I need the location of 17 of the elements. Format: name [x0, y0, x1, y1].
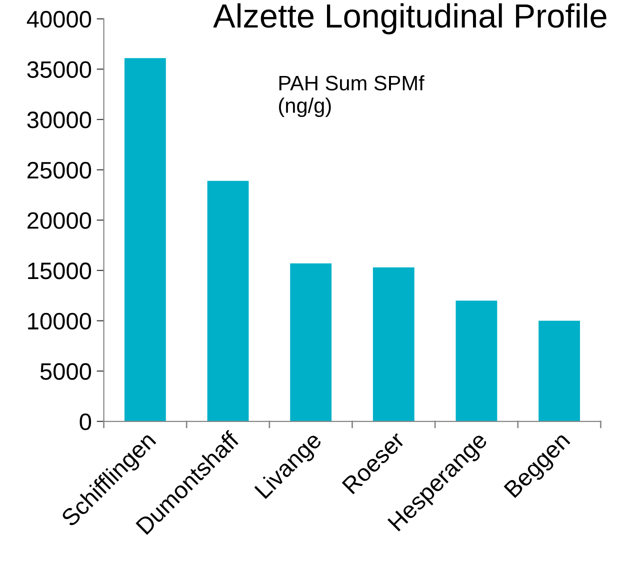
bar — [124, 58, 166, 422]
y-tick-label: 20000 — [28, 212, 92, 229]
bar — [456, 300, 498, 422]
y-tick-label: 25000 — [28, 162, 92, 179]
bar — [207, 180, 249, 422]
y-tick-label: 5000 — [40, 363, 92, 380]
y-tick-label: 15000 — [28, 262, 92, 280]
chart-title: Alzette Longitudinal Profile — [213, 3, 606, 34]
y-tick-label: 35000 — [27, 61, 92, 78]
y-tick-label: 40000 — [26, 10, 92, 28]
y-tick-label: 0 — [80, 413, 92, 430]
bar — [538, 320, 580, 422]
bar — [290, 263, 332, 422]
bar — [372, 267, 414, 422]
y-tick-label: 30000 — [27, 112, 92, 128]
y-tick-label: 10000 — [28, 312, 92, 330]
annotation: PAH Sum SPMf (ng/g) — [278, 75, 424, 118]
